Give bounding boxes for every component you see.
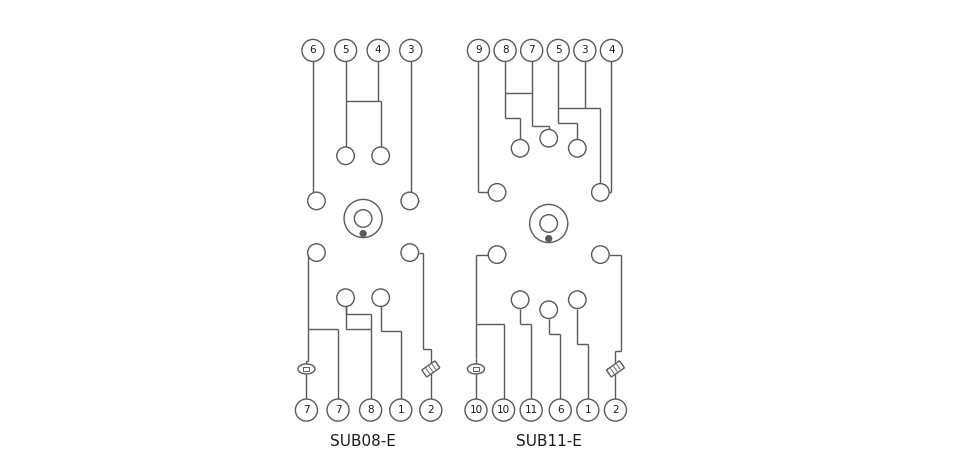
Text: 9: 9: [475, 45, 482, 55]
Circle shape: [530, 204, 568, 243]
Text: 5: 5: [342, 45, 349, 55]
Ellipse shape: [467, 364, 484, 374]
Text: 3: 3: [407, 45, 414, 55]
Text: SUB08-E: SUB08-E: [330, 434, 396, 449]
Circle shape: [604, 399, 627, 421]
Circle shape: [295, 399, 317, 421]
Text: 6: 6: [557, 405, 564, 415]
Circle shape: [420, 399, 442, 421]
Text: 8: 8: [502, 45, 509, 55]
Text: SUB11-E: SUB11-E: [515, 434, 581, 449]
Text: 10: 10: [469, 405, 483, 415]
Circle shape: [401, 244, 419, 261]
Circle shape: [569, 139, 586, 157]
Circle shape: [367, 39, 389, 61]
Text: 5: 5: [555, 45, 562, 55]
Bar: [473, 367, 479, 371]
Ellipse shape: [298, 364, 315, 374]
Circle shape: [494, 39, 516, 61]
Circle shape: [372, 289, 390, 307]
Text: 1: 1: [584, 405, 591, 415]
Circle shape: [372, 147, 390, 165]
Text: 11: 11: [524, 405, 538, 415]
Circle shape: [492, 399, 514, 421]
Circle shape: [337, 289, 354, 307]
FancyBboxPatch shape: [422, 361, 440, 377]
Circle shape: [576, 399, 599, 421]
Circle shape: [601, 39, 623, 61]
Text: 7: 7: [528, 45, 535, 55]
Circle shape: [308, 244, 325, 261]
Text: 7: 7: [303, 405, 309, 415]
Text: 4: 4: [608, 45, 615, 55]
Circle shape: [337, 147, 354, 165]
Circle shape: [545, 235, 552, 242]
Circle shape: [327, 399, 349, 421]
Circle shape: [520, 399, 542, 421]
Circle shape: [344, 199, 382, 238]
Text: 7: 7: [335, 405, 341, 415]
Circle shape: [547, 39, 570, 61]
Circle shape: [488, 246, 506, 263]
Circle shape: [549, 399, 571, 421]
Circle shape: [512, 139, 529, 157]
Text: 4: 4: [375, 45, 381, 55]
Circle shape: [569, 291, 586, 308]
Circle shape: [540, 215, 558, 232]
Circle shape: [520, 39, 542, 61]
Circle shape: [360, 230, 366, 237]
Text: 2: 2: [612, 405, 619, 415]
Circle shape: [512, 291, 529, 308]
Circle shape: [401, 192, 419, 210]
Circle shape: [540, 301, 558, 319]
Text: 2: 2: [427, 405, 434, 415]
Text: 6: 6: [309, 45, 316, 55]
Circle shape: [592, 246, 609, 263]
FancyBboxPatch shape: [606, 361, 625, 377]
Circle shape: [399, 39, 422, 61]
Circle shape: [335, 39, 357, 61]
Circle shape: [540, 129, 558, 147]
Text: 10: 10: [497, 405, 511, 415]
Circle shape: [592, 184, 609, 201]
Text: 3: 3: [581, 45, 588, 55]
Circle shape: [360, 399, 382, 421]
Circle shape: [465, 399, 487, 421]
Text: 8: 8: [367, 405, 374, 415]
Bar: [304, 367, 309, 371]
Circle shape: [467, 39, 489, 61]
Text: 1: 1: [397, 405, 404, 415]
Circle shape: [354, 210, 372, 227]
Circle shape: [488, 184, 506, 201]
Circle shape: [302, 39, 324, 61]
Circle shape: [308, 192, 325, 210]
Circle shape: [573, 39, 596, 61]
Circle shape: [390, 399, 412, 421]
